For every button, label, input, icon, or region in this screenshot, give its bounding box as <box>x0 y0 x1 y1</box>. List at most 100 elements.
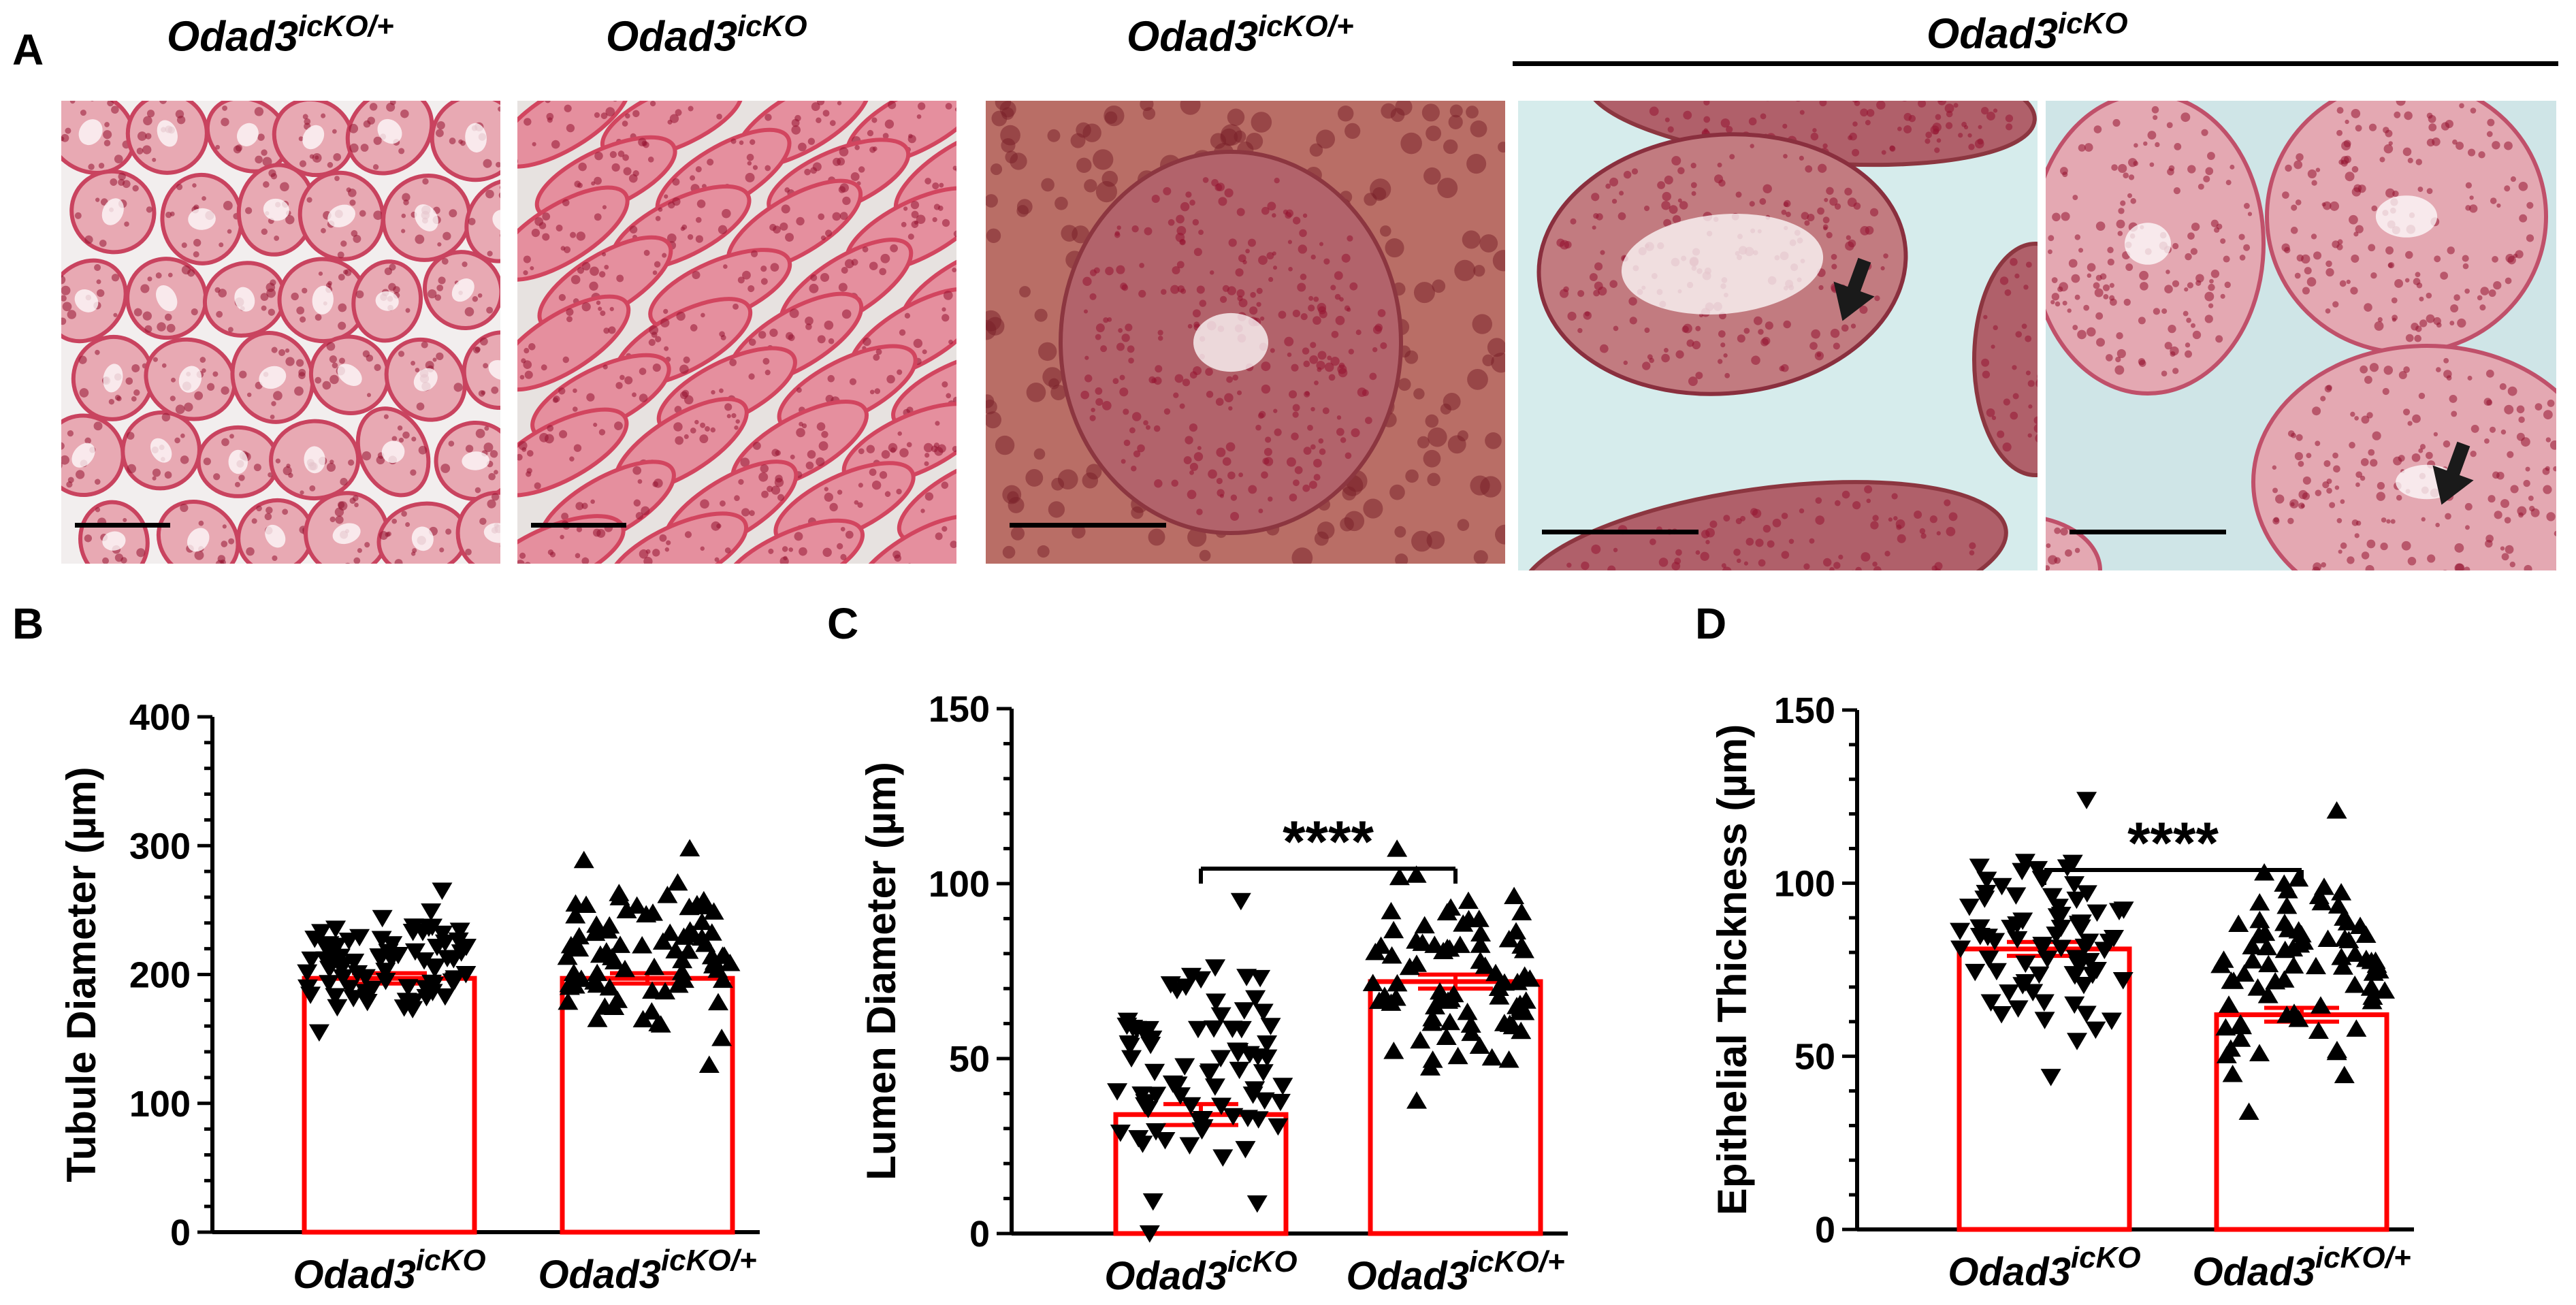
point-triangle-up <box>652 932 673 950</box>
point-triangle-up <box>2308 886 2330 905</box>
point-triangle-down <box>2047 908 2068 926</box>
point-triangle-down <box>443 950 464 969</box>
point-triangle-down <box>1950 922 1971 941</box>
micrograph-row <box>61 101 2556 570</box>
point-triangle-up <box>657 886 678 903</box>
point-triangle-down <box>2108 903 2129 921</box>
point-triangle-down <box>1146 1086 1167 1104</box>
point-triangle-up <box>1494 973 1515 991</box>
point-triangle-up <box>2219 995 2240 1013</box>
point-triangle-down <box>1180 1097 1202 1115</box>
point-triangle-up <box>712 970 733 988</box>
point-triangle-down <box>1978 950 1999 968</box>
point-triangle-up <box>1436 903 1458 920</box>
point-triangle-up <box>2345 975 2366 993</box>
point-triangle-down <box>1121 1050 1142 1068</box>
point-triangle-up <box>1414 916 1435 934</box>
point-triangle-up <box>2334 1065 2355 1084</box>
point-triangle-down <box>2074 938 2095 956</box>
point-triangle-up <box>1498 1050 1519 1068</box>
point-triangle-up <box>607 990 628 1008</box>
point-triangle-down <box>2050 939 2072 957</box>
point-triangle-up <box>650 1015 671 1033</box>
x-tick-label: Odad3icKO <box>1948 1241 2140 1294</box>
panel-letter: B <box>12 599 44 648</box>
point-triangle-down <box>2037 950 2058 968</box>
point-triangle-down <box>404 943 425 961</box>
data-points <box>297 882 477 1042</box>
scale-bar <box>75 523 170 528</box>
point-triangle-up <box>1422 1050 1443 1068</box>
panel-letter: C <box>827 599 858 648</box>
point-triangle-down <box>319 936 340 954</box>
data-points <box>1362 839 1541 1109</box>
point-triangle-down <box>2101 1012 2122 1031</box>
panel-c-chart: C 0 50 100 150 Lumen Diameter (µm) Odad3icKO Od… <box>827 599 1568 1298</box>
point-triangle-down <box>1257 1049 1278 1067</box>
point-triangle-down <box>2065 950 2087 967</box>
point-triangle-up <box>2293 932 2314 950</box>
point-triangle-up <box>671 963 692 980</box>
y-tick-label: 100 <box>129 1084 191 1125</box>
point-triangle-down <box>432 925 453 944</box>
point-triangle-down <box>304 931 325 948</box>
bar <box>1957 946 2132 1232</box>
genotype-label-1-base: Odad3 <box>167 13 298 61</box>
point-triangle-down <box>1980 994 2001 1012</box>
point-triangle-down <box>1107 1083 1128 1101</box>
point-triangle-up <box>565 894 586 912</box>
point-triangle-up <box>2222 1065 2243 1082</box>
point-triangle-down <box>2076 885 2097 903</box>
arrow-icon <box>1833 257 1875 321</box>
point-triangle-up <box>1481 1048 1502 1066</box>
point-triangle-up <box>590 945 611 963</box>
point-triangle-down <box>333 956 354 975</box>
point-triangle-down <box>2007 931 2028 949</box>
point-triangle-down <box>1138 1101 1159 1118</box>
point-triangle-down <box>1144 1063 1165 1082</box>
bar <box>2214 1012 2389 1232</box>
point-triangle-down <box>398 979 419 997</box>
genotype-label-3-base: Odad3 <box>1127 13 1258 61</box>
point-triangle-down <box>1204 1020 1225 1038</box>
genotype-label-3-sup: icKO/+ <box>1257 10 1354 43</box>
point-triangle-up <box>703 902 724 920</box>
point-triangle-up <box>1425 997 1446 1015</box>
point-triangle-down <box>1200 1063 1221 1081</box>
y-tick-label: 100 <box>929 864 990 905</box>
point-triangle-up <box>1507 973 1528 990</box>
scale-bar <box>2070 530 2226 534</box>
point-triangle-up <box>1383 1042 1404 1059</box>
point-triangle-up <box>1470 935 1491 953</box>
genotype-label-2-base: Odad3 <box>606 13 737 61</box>
significance-stars: **** <box>1283 809 1374 875</box>
point-triangle-up <box>1410 1031 1431 1049</box>
point-triangle-down <box>2012 912 2033 930</box>
point-triangle-down <box>2023 984 2044 1001</box>
point-triangle-up <box>558 992 579 1010</box>
genotype-label-1-sup: icKO/+ <box>297 10 394 43</box>
point-triangle-up <box>2249 1044 2270 1062</box>
point-triangle-up <box>610 935 631 953</box>
point-triangle-up <box>2310 996 2331 1014</box>
point-triangle-down <box>2099 933 2120 952</box>
point-triangle-up <box>2238 1102 2259 1121</box>
point-triangle-down <box>1976 871 1997 890</box>
y-axis-label: Tubule Diameter (µm) <box>59 767 104 1182</box>
point-triangle-down <box>1187 1020 1208 1039</box>
point-triangle-down <box>1984 933 2006 950</box>
point-triangle-up <box>698 1055 720 1073</box>
point-triangle-down <box>325 988 346 1005</box>
point-triangle-up <box>1389 867 1410 886</box>
point-triangle-up <box>587 975 608 993</box>
point-triangle-down <box>332 969 353 987</box>
point-triangle-down <box>297 964 318 982</box>
point-triangle-up <box>1460 1015 1481 1033</box>
data-points <box>1107 892 1293 1243</box>
point-triangle-down <box>1227 1045 1249 1063</box>
point-triangle-up <box>660 923 681 941</box>
point-triangle-down <box>1260 1018 1281 1035</box>
point-triangle-down <box>1959 899 1980 916</box>
point-triangle-down <box>1272 1078 1293 1095</box>
point-triangle-up <box>632 935 653 954</box>
